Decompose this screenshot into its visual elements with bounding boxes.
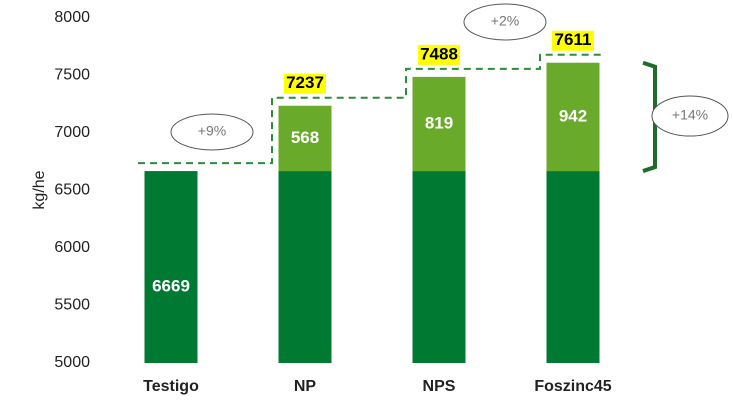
bar-segment xyxy=(144,171,198,363)
total-label: 7488 xyxy=(420,44,458,63)
bar-segment xyxy=(546,171,600,363)
data-label: 819 xyxy=(425,113,453,132)
x-tick-label: NPS xyxy=(423,378,456,395)
data-label: 568 xyxy=(291,128,319,147)
data-label: 6669 xyxy=(152,277,190,296)
y-tick-label: 7000 xyxy=(54,124,90,141)
x-tick-label: NP xyxy=(294,378,317,395)
total-label: 7237 xyxy=(286,73,324,92)
y-tick-label: 6000 xyxy=(54,239,90,256)
y-tick-label: 5500 xyxy=(54,297,90,314)
data-label: 942 xyxy=(559,106,587,125)
y-tick-label: 5000 xyxy=(54,354,90,371)
annotation: +14% xyxy=(672,107,708,123)
annotation-ellipse xyxy=(651,95,729,137)
bar-segment xyxy=(278,105,332,172)
bar-segment xyxy=(412,171,466,363)
annotation-ellipse xyxy=(463,3,547,41)
step-line xyxy=(138,53,603,165)
bar-segment xyxy=(278,171,332,363)
total-label-bg xyxy=(552,30,594,51)
annotation: +2% xyxy=(491,13,519,29)
x-tick-label: Testigo xyxy=(143,378,199,395)
y-tick-label: 6500 xyxy=(54,182,90,199)
x-tick-label: Foszinc45 xyxy=(534,378,611,395)
y-axis-label: kg/he xyxy=(31,170,48,209)
y-tick-label: 7500 xyxy=(54,67,90,84)
total-label-bg xyxy=(418,44,460,65)
bar-segment xyxy=(546,62,600,172)
annotation: +9% xyxy=(198,123,226,139)
total-label-bg xyxy=(284,73,326,94)
annotation-ellipse xyxy=(170,113,254,151)
total-label: 7611 xyxy=(555,30,592,49)
y-tick-label: 8000 xyxy=(54,9,90,26)
bar-segment xyxy=(412,76,466,172)
